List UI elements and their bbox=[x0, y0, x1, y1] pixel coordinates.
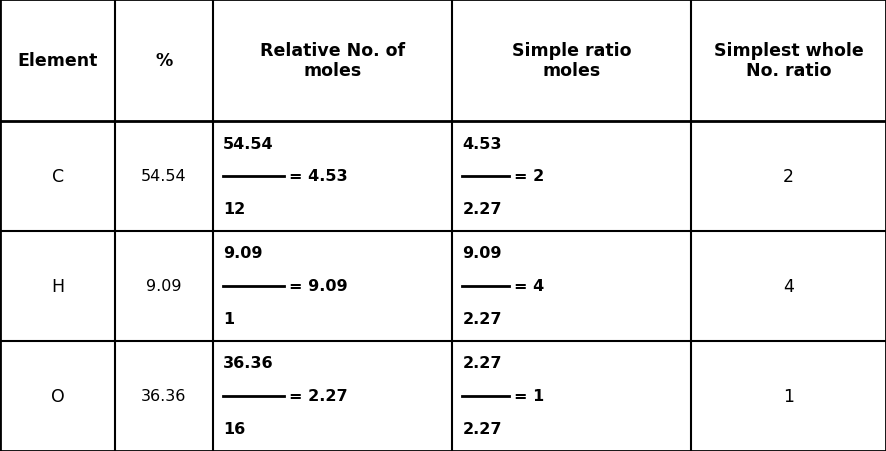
Text: = 1: = 1 bbox=[514, 388, 544, 404]
Text: 4.53: 4.53 bbox=[462, 136, 502, 151]
Text: 16: 16 bbox=[223, 422, 245, 437]
Text: 54.54: 54.54 bbox=[141, 169, 187, 184]
Text: 2.27: 2.27 bbox=[462, 422, 502, 437]
Text: = 4: = 4 bbox=[514, 279, 544, 294]
Text: = 2.27: = 2.27 bbox=[289, 388, 347, 404]
Text: 2: 2 bbox=[783, 168, 794, 185]
Text: %: % bbox=[155, 52, 173, 70]
Text: 1: 1 bbox=[223, 312, 235, 327]
Text: Simplest whole
No. ratio: Simplest whole No. ratio bbox=[713, 41, 864, 80]
Text: 36.36: 36.36 bbox=[223, 355, 274, 370]
Text: H: H bbox=[51, 277, 64, 295]
Text: Relative No. of
moles: Relative No. of moles bbox=[260, 41, 405, 80]
Text: 9.09: 9.09 bbox=[223, 246, 263, 261]
Text: 2.27: 2.27 bbox=[462, 312, 502, 327]
Text: C: C bbox=[51, 168, 64, 185]
Text: = 9.09: = 9.09 bbox=[289, 279, 347, 294]
Text: Element: Element bbox=[18, 52, 97, 70]
Text: Simple ratio
moles: Simple ratio moles bbox=[512, 41, 631, 80]
Text: = 4.53: = 4.53 bbox=[289, 169, 347, 184]
Text: 4: 4 bbox=[783, 277, 794, 295]
Text: = 2: = 2 bbox=[514, 169, 544, 184]
Text: 2.27: 2.27 bbox=[462, 355, 502, 370]
Text: 9.09: 9.09 bbox=[146, 279, 182, 294]
Text: 36.36: 36.36 bbox=[141, 388, 187, 404]
Text: 1: 1 bbox=[783, 387, 794, 405]
Text: 9.09: 9.09 bbox=[462, 246, 502, 261]
Text: 12: 12 bbox=[223, 202, 245, 217]
Text: 2.27: 2.27 bbox=[462, 202, 502, 217]
Text: O: O bbox=[51, 387, 65, 405]
Text: 54.54: 54.54 bbox=[223, 136, 274, 151]
